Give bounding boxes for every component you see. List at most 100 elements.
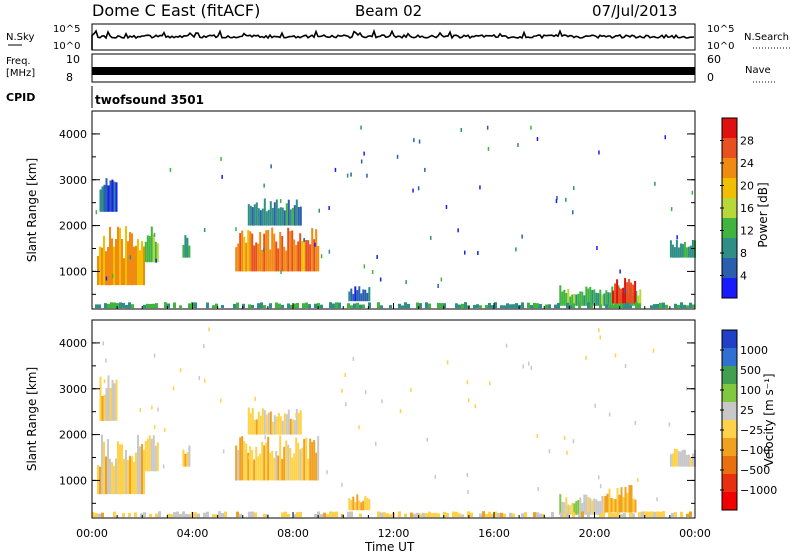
echo-cell xyxy=(116,303,119,309)
echo-cell xyxy=(221,305,224,308)
echo-cell xyxy=(105,251,107,286)
echo-cell xyxy=(626,302,629,309)
echo-cell xyxy=(206,511,209,518)
velocity-colorbar: 1000 500 100 25 −25 −100 −500 −1000 xyxy=(720,329,777,511)
echo-cell xyxy=(299,410,302,435)
scatter-point xyxy=(235,227,237,232)
nsky-tick-bottom: 10^0 xyxy=(53,41,80,52)
scatter-point xyxy=(103,379,106,384)
echo-cell xyxy=(425,302,428,309)
echo-cell xyxy=(263,305,266,308)
echo-region xyxy=(99,178,118,212)
echo-cell xyxy=(158,511,161,518)
scatter-point xyxy=(536,137,539,141)
scatter-point xyxy=(363,151,365,156)
echo-cell xyxy=(314,303,317,308)
scatter-point xyxy=(129,255,132,260)
echo-cell xyxy=(565,292,568,306)
scatter-point xyxy=(220,398,222,403)
echo-cell xyxy=(622,496,625,513)
echo-cell xyxy=(446,513,449,517)
echo-cell xyxy=(581,502,584,515)
echo-cell xyxy=(416,302,419,309)
echo-cell xyxy=(139,446,141,495)
echo-cell xyxy=(307,240,310,272)
echo-cell xyxy=(113,383,116,421)
echo-cell xyxy=(140,513,143,518)
echo-cell xyxy=(269,411,272,435)
echo-cell xyxy=(639,289,642,306)
scatter-point xyxy=(619,269,621,274)
echo-cell xyxy=(557,302,560,309)
echo-cell xyxy=(350,305,353,309)
echo-cell xyxy=(612,290,615,304)
scatter-point xyxy=(634,420,637,425)
echo-cell xyxy=(589,287,592,306)
echo-cell xyxy=(533,512,536,518)
colorbar-tick-label: 16 xyxy=(740,202,754,215)
scatter-point xyxy=(105,276,108,281)
scatter-point xyxy=(172,386,175,391)
echo-cell xyxy=(683,242,686,258)
scatter-point xyxy=(405,280,407,285)
echo-cell xyxy=(125,304,128,309)
echo-cell xyxy=(141,241,143,286)
echo-cell xyxy=(650,305,653,309)
echo-cell xyxy=(593,498,596,515)
echo-cell xyxy=(299,449,302,481)
echo-cell xyxy=(97,465,99,495)
echo-cell xyxy=(364,495,367,511)
echo-cell xyxy=(571,294,574,306)
echo-cell xyxy=(297,442,300,481)
echo-cell xyxy=(581,511,584,518)
echo-cell xyxy=(194,302,197,309)
echo-cell xyxy=(482,511,485,518)
echo-cell xyxy=(289,448,292,481)
scatter-point xyxy=(445,205,448,209)
echo-cell xyxy=(545,304,548,309)
echo-cell xyxy=(617,512,620,518)
echo-cell xyxy=(263,233,266,272)
scatter-point xyxy=(364,390,367,395)
echo-cell xyxy=(595,292,598,306)
scatter-point xyxy=(379,277,382,282)
echo-cell xyxy=(566,302,569,309)
echo-cell xyxy=(110,302,113,309)
echo-cell xyxy=(303,238,306,272)
echo-cell xyxy=(669,454,672,467)
colorbar-segment xyxy=(722,238,737,259)
echo-cell xyxy=(581,291,584,306)
echo-cell xyxy=(309,438,312,481)
echo-cell xyxy=(618,494,621,513)
echo-cell xyxy=(273,415,276,435)
echo-cell xyxy=(123,459,125,495)
scatter-point xyxy=(479,185,481,190)
echo-cell xyxy=(585,494,588,515)
echo-cell xyxy=(317,303,320,309)
echo-cell xyxy=(103,394,106,421)
scatter-point xyxy=(417,186,420,191)
echo-cell xyxy=(275,451,278,481)
scatter-point xyxy=(670,207,673,212)
y-tick-label: 1000 xyxy=(59,474,87,487)
echo-cell xyxy=(242,303,245,309)
echo-region xyxy=(669,448,696,467)
scatter-point xyxy=(598,150,600,155)
echo-cell xyxy=(389,514,392,517)
echo-cell xyxy=(407,303,410,309)
echo-cell xyxy=(437,302,440,309)
echo-cell xyxy=(143,449,145,495)
echo-cell xyxy=(431,513,434,518)
echo-cell xyxy=(614,499,617,513)
echo-cell xyxy=(257,456,260,481)
echo-cell xyxy=(265,442,268,481)
date-title: 07/Jul/2013 xyxy=(592,2,677,20)
echo-cell xyxy=(377,302,380,309)
scatter-point xyxy=(437,284,439,288)
echo-cell xyxy=(653,511,656,518)
echo-cell xyxy=(410,512,413,517)
echo-cell xyxy=(637,295,640,306)
echo-cell xyxy=(597,501,600,515)
scatter-point xyxy=(318,208,320,213)
echo-region xyxy=(95,302,695,309)
